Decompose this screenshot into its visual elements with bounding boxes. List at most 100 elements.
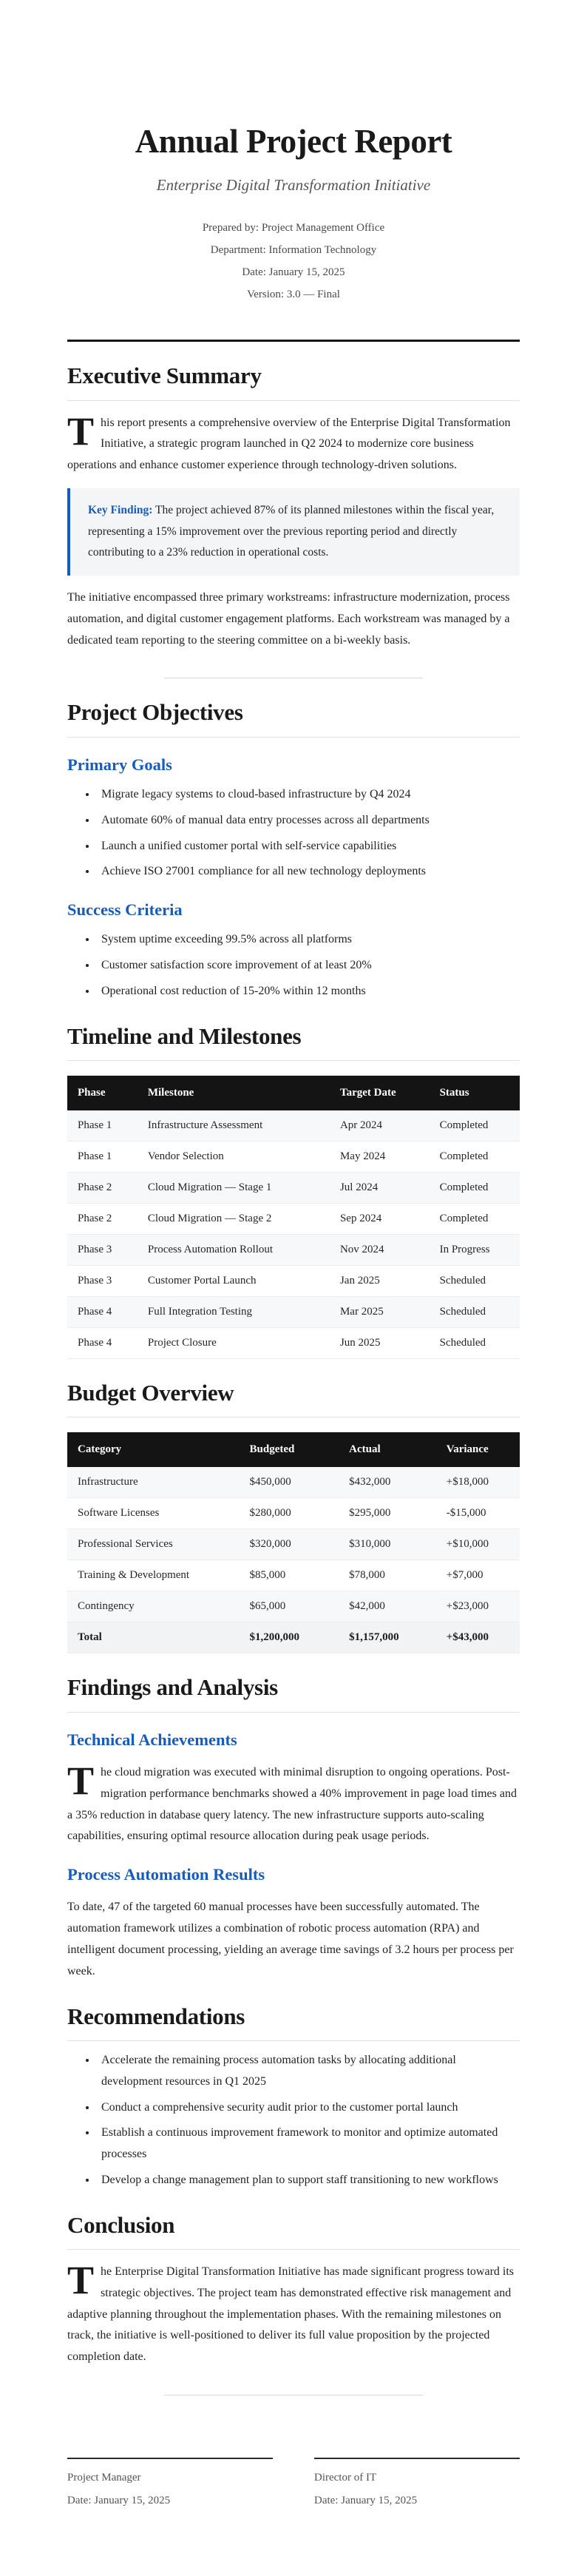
cell-budgeted: $85,000 (239, 1560, 339, 1592)
section-heading: Executive Summary (67, 361, 520, 401)
signature-role: Project Manager (67, 2471, 141, 2484)
cell-category: Software Licenses (67, 1497, 240, 1530)
section-heading: Conclusion (67, 2211, 520, 2250)
cell-milestone: Vendor Selection (137, 1141, 330, 1173)
cell-milestone: Full Integration Testing (137, 1296, 330, 1329)
doc-subtitle: Enterprise Digital Transformation Initia… (156, 176, 431, 195)
cell-phase: Phase 1 (67, 1141, 138, 1173)
table-row: Phase 4 Project Closure Jun 2025 Schedul… (67, 1327, 520, 1360)
meta-line: Version: 3.0 — Final (247, 289, 340, 301)
cell-category: Training & Development (67, 1560, 240, 1592)
cell-phase: Phase 2 (67, 1172, 138, 1204)
section-recommendations: Recommendations Accelerate the remaining… (67, 2002, 520, 2191)
cell-total-actual: $1,157,000 (339, 1622, 436, 1654)
cell-category: Infrastructure (67, 1467, 240, 1499)
section-heading: Timeline and Milestones (67, 1022, 520, 1062)
signature-column: Project Manager Date: January 15, 2025 (67, 2457, 273, 2511)
cell-phase: Phase 3 (67, 1265, 138, 1298)
cell-milestone: Project Closure (137, 1327, 330, 1360)
key-finding-callout: Key Finding: The project achieved 87% of… (67, 488, 520, 576)
cell-actual: $78,000 (339, 1560, 436, 1592)
list-item: Develop a change management plan to supp… (97, 2170, 520, 2191)
cell-status: Scheduled (429, 1327, 520, 1360)
cell-target-date: Nov 2024 (329, 1234, 430, 1267)
list-item: Customer satisfaction score improvement … (97, 955, 520, 977)
subsection-heading-process-automation: Process Automation Results (67, 1865, 265, 1884)
cell-variance: -$15,000 (435, 1497, 520, 1530)
column-header-target-date: Target Date (329, 1076, 430, 1111)
table-row: Phase 2 Cloud Migration — Stage 1 Jul 20… (67, 1172, 520, 1204)
table-row: Software Licenses $280,000 $295,000 -$15… (67, 1497, 520, 1530)
section-budget: Budget Overview Category Budgeted Actual… (67, 1378, 520, 1654)
recommendations-list: Accelerate the remaining process automat… (67, 2050, 520, 2191)
column-header-status: Status (429, 1076, 520, 1111)
column-header-budgeted: Budgeted (239, 1432, 339, 1468)
table-row: Phase 1 Vendor Selection May 2024 Comple… (67, 1141, 520, 1173)
cell-milestone: Customer Portal Launch (137, 1265, 330, 1298)
table-row: Phase 4 Full Integration Testing Mar 202… (67, 1296, 520, 1329)
success-criteria-list: System uptime exceeding 99.5% across all… (67, 929, 520, 1002)
cell-phase: Phase 2 (67, 1203, 138, 1235)
cell-actual: $295,000 (339, 1497, 436, 1530)
section-findings: Findings and Analysis Technical Achievem… (67, 1673, 520, 1982)
cell-total-label: Total (67, 1622, 240, 1654)
table-row: Phase 3 Customer Portal Launch Jan 2025 … (67, 1265, 520, 1298)
page-title: Annual Project Report (135, 123, 452, 160)
signature-column: Director of IT Date: January 15, 2025 (314, 2457, 520, 2511)
cell-target-date: Apr 2024 (329, 1110, 430, 1142)
section-heading: Findings and Analysis (67, 1673, 520, 1713)
signature-date: Date: January 15, 2025 (314, 2494, 418, 2506)
column-header-phase: Phase (67, 1076, 138, 1111)
cell-category: Contingency (67, 1591, 240, 1623)
timeline-table-header: Phase Milestone Target Date Status (67, 1076, 520, 1111)
meta-line: Prepared by: Project Management Office (202, 222, 385, 235)
dropcap: T (67, 1759, 95, 1803)
cell-milestone: Process Automation Rollout (137, 1234, 330, 1267)
callout-label: Key Finding: (88, 504, 153, 517)
paragraph: The initiative encompassed three primary… (67, 591, 510, 647)
paragraph: To date, 47 of the targeted 60 manual pr… (67, 1901, 514, 1977)
list-item: Launch a unified customer portal with se… (97, 836, 520, 857)
cell-target-date: Jan 2025 (329, 1265, 430, 1298)
cell-target-date: Jul 2024 (329, 1172, 430, 1204)
section-heading: Project Objectives (67, 698, 520, 738)
cell-variance: +$7,000 (435, 1560, 520, 1592)
signature-role: Director of IT (314, 2471, 377, 2484)
cell-variance: +$18,000 (435, 1467, 520, 1499)
table-row: Phase 3 Process Automation Rollout Nov 2… (67, 1234, 520, 1267)
table-row: Contingency $65,000 $42,000 +$23,000 (67, 1591, 520, 1623)
cell-milestone: Cloud Migration — Stage 2 (137, 1203, 330, 1235)
cell-status: Completed (429, 1203, 520, 1235)
thick-divider (67, 340, 520, 343)
cell-status: Completed (429, 1141, 520, 1173)
report-page: Annual Project Report Enterprise Digital… (67, 0, 520, 2576)
primary-goals-list: Migrate legacy systems to cloud-based in… (67, 784, 520, 883)
callout-text: The project achieved 87% of its planned … (88, 504, 495, 559)
subsection-heading-technical-achievements: Technical Achievements (67, 1730, 237, 1749)
list-item: System uptime exceeding 99.5% across all… (97, 929, 520, 951)
cell-actual: $310,000 (339, 1528, 436, 1561)
subsection-heading-primary-goals: Primary Goals (67, 755, 172, 774)
cell-budgeted: $280,000 (239, 1497, 339, 1530)
table-row: Training & Development $85,000 $78,000 +… (67, 1560, 520, 1592)
paragraph-text: his report presents a comprehensive over… (67, 416, 511, 472)
section-heading: Recommendations (67, 2002, 520, 2041)
signature-block: Project Manager Date: January 15, 2025 D… (67, 2457, 520, 2511)
list-item: Migrate legacy systems to cloud-based in… (97, 784, 520, 806)
cell-milestone: Infrastructure Assessment (137, 1110, 330, 1142)
doc-header: Annual Project Report Enterprise Digital… (67, 123, 520, 306)
list-item: Operational cost reduction of 15-20% wit… (97, 981, 520, 1002)
cell-phase: Phase 4 (67, 1296, 138, 1329)
cell-target-date: Sep 2024 (329, 1203, 430, 1235)
list-item: Automate 60% of manual data entry proces… (97, 810, 520, 832)
budget-total-row: Total $1,200,000 $1,157,000 +$43,000 (67, 1622, 520, 1654)
budget-table: Category Budgeted Actual Variance Infras… (67, 1432, 520, 1654)
cell-milestone: Cloud Migration — Stage 1 (137, 1172, 330, 1204)
section-heading: Budget Overview (67, 1378, 520, 1418)
cell-target-date: Mar 2025 (329, 1296, 430, 1329)
cell-budgeted: $320,000 (239, 1528, 339, 1561)
